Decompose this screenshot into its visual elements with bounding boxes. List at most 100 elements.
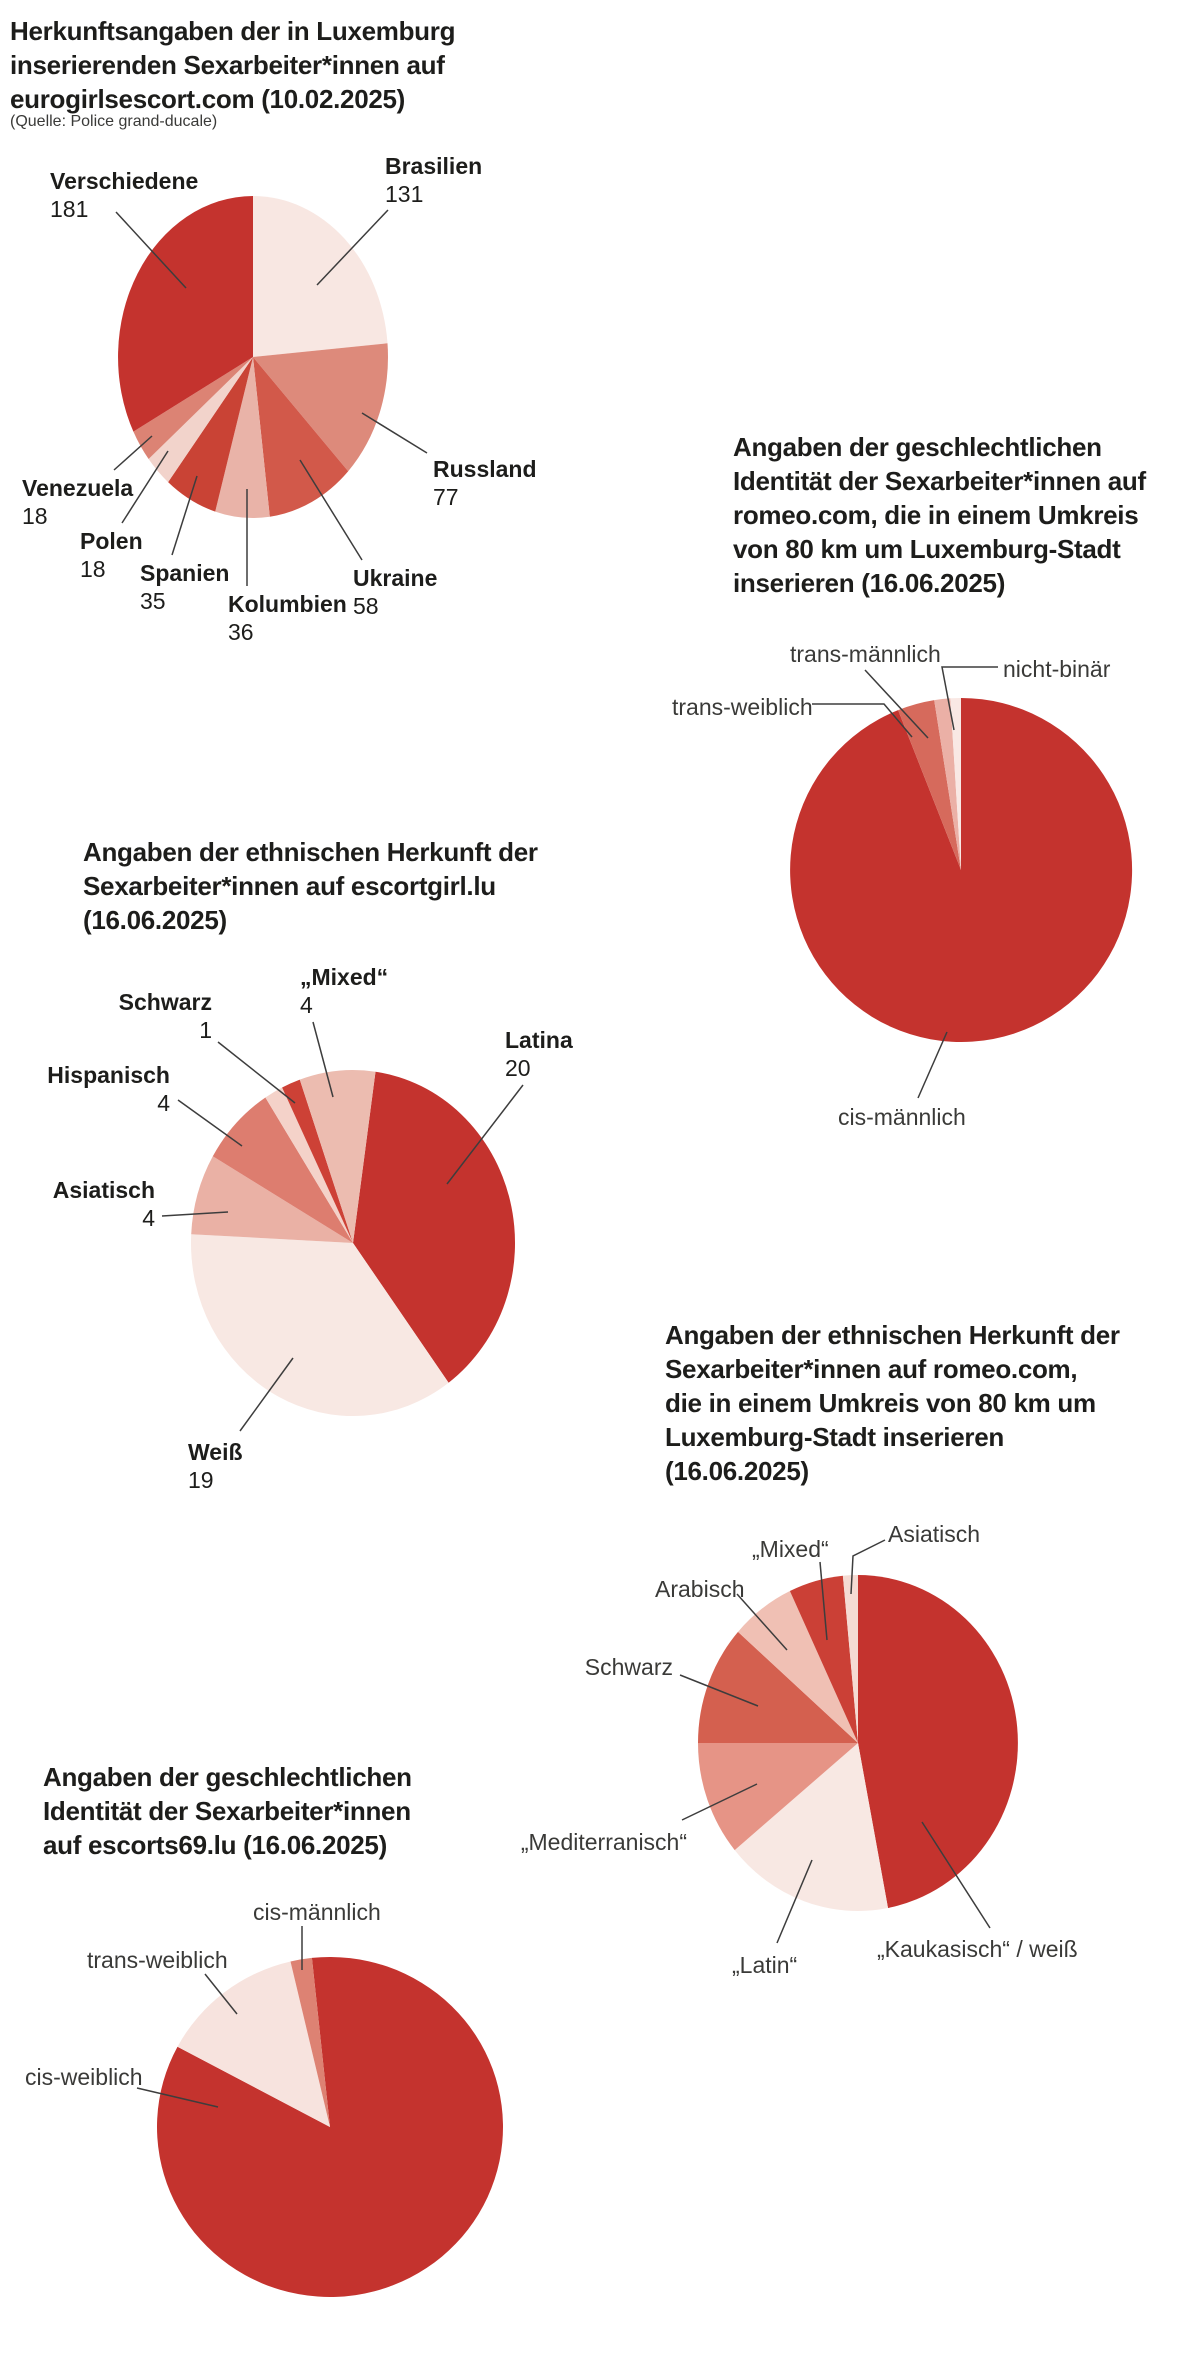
pie-4-slice-Schwarz: [698, 1631, 858, 1743]
pie-5-leader-line-trans-weiblich: [204, 1973, 238, 2015]
slice-label-text: trans-weiblich: [87, 1947, 228, 1973]
pie-3-label-Schwarz: Schwarz 1: [119, 988, 212, 1044]
pie-3-label-Asiatisch: Asiatisch 4: [53, 1176, 155, 1232]
pie-3-slice-Weiß: [190, 1234, 449, 1417]
pie-2-slice-nicht-binär: [950, 697, 961, 870]
chart-5-title: Angaben der geschlechtlichen Identität d…: [43, 1762, 412, 1860]
slice-value-text: 4: [300, 992, 313, 1018]
pie-3-label-„Mixed“: „Mixed“ 4: [300, 963, 388, 1019]
pie-2-label-nicht-binär: nicht-binär: [1003, 655, 1110, 683]
pie-1-label-Venezuela: Venezuela 18: [22, 474, 133, 530]
slice-label-text: Venezuela: [22, 475, 134, 501]
slice-label-text: Asiatisch: [52, 1177, 155, 1203]
pie-4-slice-„Kaukasisch“ / weiß: [858, 1575, 1018, 1908]
pie-2-slice-trans-männlich: [934, 698, 961, 870]
pie-2-slice-trans-weiblich: [898, 700, 961, 870]
pie-2-leader-line-nicht-binär: [941, 666, 998, 731]
slice-value-text: 18: [22, 503, 48, 529]
pie-4-label-„Mixed“: „Mixed“: [752, 1535, 829, 1563]
slice-label-text: Verschiedene: [50, 168, 199, 194]
pie-5-leader-line-cis-weiblich: [136, 2087, 219, 2108]
pie-4-leader-line-Schwarz: [679, 1674, 759, 1707]
pie-1-leader-line-Ukraine: [299, 459, 363, 561]
pie-2-leader-line-cis-männlich: [917, 1031, 948, 1099]
pie-1-slice-Verschiedene: [118, 196, 253, 432]
pie-3-slice-Latina: [353, 1071, 516, 1383]
pie-1-leader-line-Spanien: [171, 475, 198, 556]
pie-1-slice-Kolumbien: [215, 357, 270, 518]
pie-1-label-Russland: Russland 77: [433, 455, 537, 511]
pie-4-leader-line-„Latin“: [776, 1859, 813, 1944]
pie-4-label-Asiatisch: Asiatisch: [888, 1520, 980, 1548]
pie-5-label-cis-weiblich: cis-weiblich: [25, 2063, 143, 2091]
chart-1-title: Herkunftsangaben der in Luxemburg inseri…: [10, 16, 456, 114]
pie-3-leader-line-Weiß: [239, 1357, 294, 1432]
pie-4-slice-Asiatisch: [842, 1574, 858, 1743]
pie-5-label-cis-männlich: cis-männlich: [253, 1898, 381, 1926]
slice-value-text: 58: [353, 593, 379, 619]
chart-1-source: (Quelle: Police grand-ducale): [10, 113, 218, 130]
pie-4-slice-„Mixed“: [789, 1575, 858, 1743]
pie-4-leader-line-„Mixed“: [819, 1561, 828, 1641]
pie-4-leader-line-„Kaukasisch“ / weiß: [921, 1821, 991, 1929]
pie-4-label-„Latin“: „Latin“: [732, 1951, 797, 1979]
pie-3-leader-line-Latina: [446, 1084, 524, 1185]
pie-1-label-Ukraine: Ukraine 58: [353, 564, 437, 620]
pie-2-leader-line-trans-männlich: [864, 669, 929, 739]
pie-1-leader-line-Verschiedene: [115, 211, 187, 289]
slice-label-text: Brasilien: [385, 153, 483, 179]
pie-3-slice-Asiatisch: [191, 1156, 353, 1243]
pie-1-slice-Brasilien: [253, 196, 388, 357]
slice-value-text: 36: [228, 619, 254, 645]
pie-2-label-trans-weiblich: trans-weiblich: [672, 693, 813, 721]
slice-label-text: cis-männlich: [838, 1104, 966, 1130]
slice-value-text: 18: [80, 556, 106, 582]
pie-4-label-„Mediterranisch“: „Mediterranisch“: [521, 1828, 687, 1856]
pie-4-label-Schwarz: Schwarz: [585, 1653, 673, 1681]
slice-label-text: cis-weiblich: [25, 2064, 143, 2090]
slice-label-text: „Mediterranisch“: [520, 1829, 687, 1855]
pie-1-slice-Spanien: [168, 357, 253, 512]
pie-1-leader-line-Polen: [121, 450, 169, 524]
slice-label-text: „Mixed“: [300, 964, 389, 990]
pie-4-leader-line-„Mediterranisch“: [681, 1783, 758, 1821]
pie-1-label-Verschiedene: Verschiedene 181: [50, 167, 198, 223]
slice-label-text: Asiatisch: [888, 1521, 981, 1547]
pie-2-label-trans-männlich: trans-männlich: [790, 640, 941, 668]
slice-value-text: 19: [188, 1467, 214, 1493]
chart-4-title: Angaben der ethnischen Herkunft der Sexa…: [665, 1320, 1120, 1486]
pie-1-label-Kolumbien: Kolumbien 36: [228, 590, 347, 646]
slice-label-text: „Latin“: [732, 1952, 798, 1978]
slice-label-text: trans-weiblich: [672, 694, 813, 720]
pie-2-slice-cis-männlich: [790, 697, 1133, 1042]
slice-value-text: 1: [199, 1017, 212, 1043]
pie-1-label-Polen: Polen 18: [80, 527, 143, 583]
slice-label-text: Weiß: [188, 1439, 243, 1465]
pie-3-slice-unlabeled: [282, 1079, 353, 1243]
pie-3-leader-line-Schwarz: [217, 1041, 296, 1104]
slice-label-text: Arabisch: [655, 1576, 745, 1602]
slice-label-text: trans-männlich: [790, 641, 941, 667]
pie-4-label-Arabisch: Arabisch: [655, 1575, 744, 1603]
pie-5-slice-trans-weiblich: [177, 1961, 330, 2127]
pie-5-slice-cis-männlich: [290, 1957, 330, 2127]
slice-value-text: 4: [142, 1205, 155, 1231]
pie-5-label-trans-weiblich: trans-weiblich: [87, 1946, 228, 1974]
slice-label-text: Schwarz: [584, 1654, 673, 1680]
slice-value-text: 181: [50, 196, 89, 222]
pie-1-label-Spanien: Spanien 35: [140, 559, 229, 615]
chart-3-title: Angaben der ethnischen Herkunft der Sexa…: [83, 837, 538, 935]
pie-4-leader-line-Asiatisch: [850, 1539, 886, 1595]
slice-label-text: „Kaukasisch“ / weiß: [877, 1936, 1078, 1962]
slice-label-text: Russland: [433, 456, 537, 482]
slice-value-text: 20: [505, 1055, 531, 1081]
pie-1-slice-Russland: [253, 343, 388, 472]
pie-3-label-Latina: Latina 20: [505, 1026, 573, 1082]
slice-value-text: 131: [385, 181, 424, 207]
slice-label-text: Schwarz: [118, 989, 212, 1015]
slice-label-text: „Mixed“: [752, 1536, 829, 1562]
pie-1-slice-Ukraine: [253, 357, 349, 517]
slice-label-text: nicht-binär: [1003, 656, 1111, 682]
